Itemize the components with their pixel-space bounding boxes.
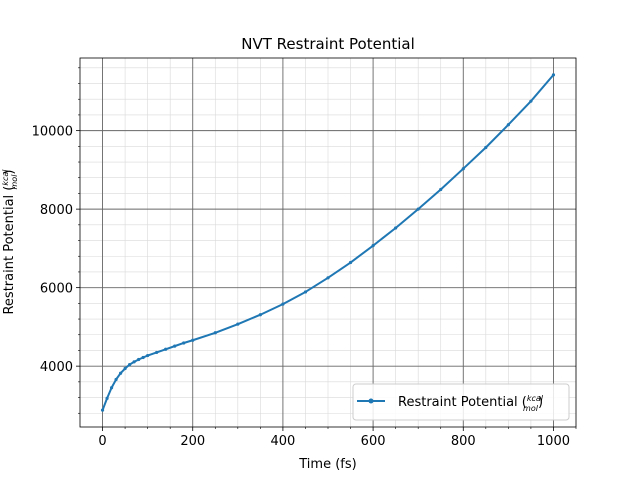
legend: Restraint Potential (kcal mol) bbox=[352, 383, 570, 421]
grid-minor-layer bbox=[80, 58, 577, 427]
chart-title: NVT Restraint Potential bbox=[241, 35, 414, 53]
y-axis-label-text: Restraint Potential ( bbox=[2, 186, 17, 315]
data-point bbox=[123, 366, 127, 371]
data-point bbox=[164, 347, 168, 351]
legend-label-fraction-num: kcal bbox=[527, 394, 544, 403]
data-point bbox=[281, 302, 285, 306]
data-point bbox=[348, 260, 353, 265]
data-point bbox=[155, 350, 159, 355]
data-point bbox=[213, 331, 217, 335]
y-axis-label-fraction-num: kcal bbox=[1, 169, 10, 186]
data-point bbox=[394, 226, 398, 230]
x-tick-label: 600 bbox=[361, 434, 386, 449]
data-point bbox=[326, 276, 330, 280]
legend-box bbox=[352, 383, 570, 421]
x-tick-label: 0 bbox=[98, 434, 106, 449]
data-point bbox=[303, 290, 308, 294]
legend-label-fraction-den: mol bbox=[523, 404, 539, 413]
data-point bbox=[100, 408, 105, 412]
data-point bbox=[416, 207, 420, 211]
data-point bbox=[109, 386, 114, 390]
data-point bbox=[114, 377, 118, 382]
y-axis: 4000 6000 8000 10000 bbox=[32, 67, 80, 414]
data-point bbox=[132, 360, 136, 364]
y-axis-label-fraction-den: mol bbox=[10, 174, 19, 190]
y-axis-label: Restraint Potential (kcalmol) bbox=[1, 169, 19, 315]
svg-text:Restraint Potential (kcalmol): Restraint Potential (kcalmol) bbox=[398, 394, 544, 413]
x-tick-label: 400 bbox=[270, 434, 295, 449]
data-point bbox=[191, 338, 195, 342]
data-point bbox=[137, 357, 141, 362]
x-tick-label: 1000 bbox=[537, 434, 570, 449]
data-point bbox=[439, 187, 443, 192]
legend-series-marker bbox=[368, 398, 374, 404]
svg-text:Restraint Potential (kcalmol): Restraint Potential (kcalmol) bbox=[1, 169, 19, 315]
data-point bbox=[105, 396, 109, 400]
data-point bbox=[118, 371, 123, 375]
y-tick-label: 10000 bbox=[32, 125, 73, 140]
x-axis-label: Time (fs) bbox=[298, 457, 356, 472]
data-point bbox=[371, 244, 375, 248]
data-point bbox=[506, 123, 510, 127]
x-axis: 0 200 400 600 800 1000 bbox=[98, 427, 577, 449]
data-point bbox=[146, 353, 150, 358]
x-tick-label: 200 bbox=[180, 434, 205, 449]
y-tick-label: 8000 bbox=[40, 203, 73, 218]
data-point bbox=[128, 362, 132, 367]
data-point bbox=[484, 145, 488, 150]
data-point bbox=[141, 355, 145, 360]
data-point bbox=[258, 313, 262, 317]
y-tick-label: 6000 bbox=[40, 282, 73, 297]
data-point bbox=[461, 167, 465, 171]
data-point bbox=[173, 344, 177, 348]
x-tick-label: 800 bbox=[451, 434, 476, 449]
grid-major-layer bbox=[80, 58, 576, 427]
legend-label-text: Restraint Potential ( bbox=[398, 395, 527, 410]
y-tick-label: 4000 bbox=[40, 360, 73, 375]
data-point bbox=[529, 99, 533, 103]
data-point bbox=[551, 73, 556, 77]
legend-label-suffix: ) bbox=[538, 395, 543, 410]
data-point bbox=[236, 322, 240, 326]
series-layer bbox=[100, 73, 556, 412]
y-axis-label-suffix: ) bbox=[2, 169, 17, 174]
data-point bbox=[182, 341, 186, 345]
